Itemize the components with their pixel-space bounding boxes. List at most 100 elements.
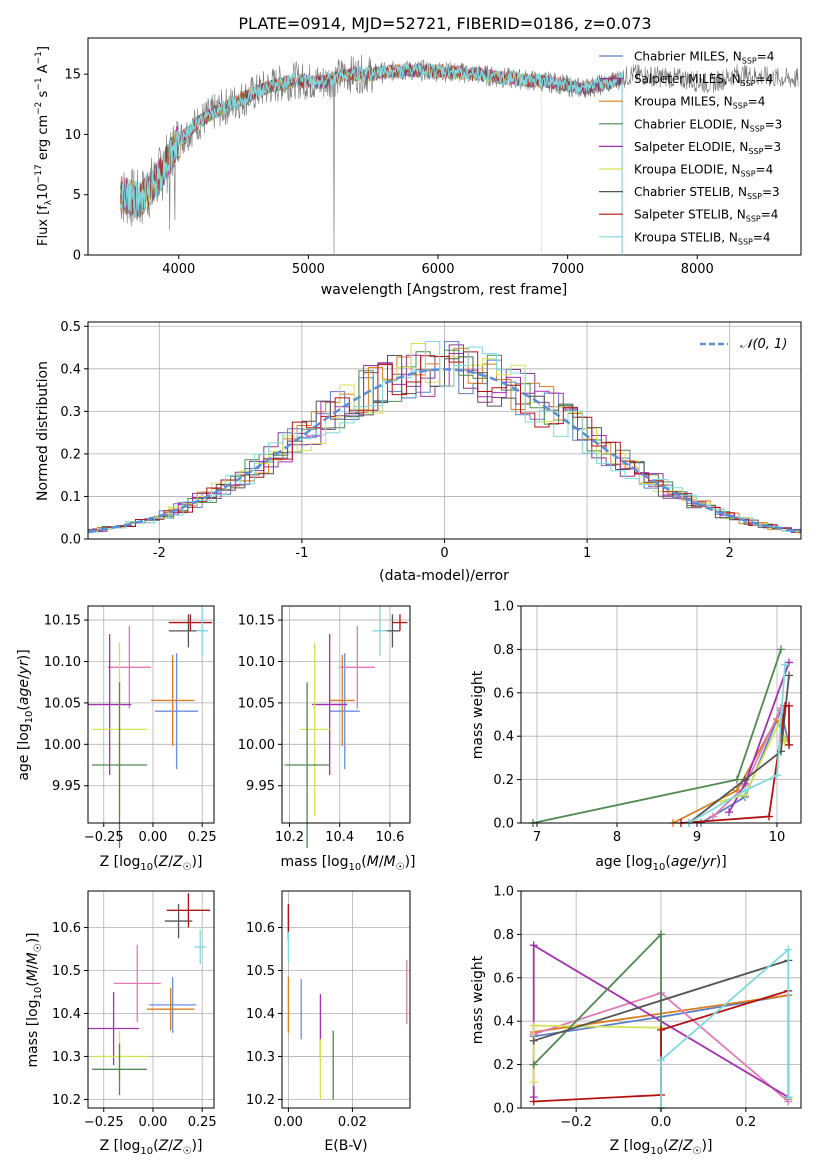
x-tick-label: 0.25	[188, 1115, 217, 1130]
y-tick-label: 10.05	[238, 696, 275, 711]
age-vs-mass-xlabel: mass [log10(M/M☉)]	[280, 854, 415, 873]
mass-weight-vs-age-panel: 7 8 9 10 0.0 0.2 0.4 0.6 0.8 1.0 age [log10(age/y…	[470, 600, 802, 873]
y-tick-label: 0.6	[493, 971, 514, 986]
y-tick-label: 15	[64, 68, 81, 83]
mass-weight-vs-age-ticks: 7 8 9 10 0.0 0.2 0.4 0.6 0.8 1.0	[493, 600, 785, 846]
age-vs-mass-panel: 10.2 10.4 10.6 9.95 10.00 10.05 10.10 10.15 mas…	[238, 605, 416, 873]
residual-histogram	[88, 351, 801, 532]
mass-weight-vs-age-xlabel: age [log10(age/yr)]	[595, 854, 726, 873]
mass-weight-marker	[773, 771, 781, 780]
y-tick-label: 10.4	[52, 1007, 81, 1022]
error-bar-point	[154, 653, 199, 770]
mass-weight-marker	[657, 1056, 665, 1065]
y-tick-label: 10.3	[52, 1050, 81, 1065]
mass-weight-marker	[529, 1097, 538, 1106]
x-tick-label: −0.25	[84, 1115, 124, 1130]
model-spectrum-line	[119, 62, 623, 255]
mass-weight-marker	[733, 775, 741, 784]
mass-weight-line	[660, 947, 790, 1108]
mass-weight-marker	[529, 1077, 538, 1086]
mass-vs-Z-panel: −0.25 0.00 0.25 10.2 10.3 10.4 10.5 10.6 Z [log…	[25, 890, 217, 1157]
mass-weight-vs-age-ylabel: mass weight	[470, 670, 486, 759]
y-tick-label: 0.2	[60, 447, 81, 462]
mass-vs-EBV-ticks: 0.00 0.02 10.2 10.3 10.4 10.5 10.6	[246, 921, 367, 1130]
y-tick-label: 10.00	[44, 738, 81, 753]
mass-weight-marker	[725, 808, 733, 817]
error-bar-point	[168, 614, 213, 631]
y-tick-label: 10.4	[246, 1007, 275, 1022]
x-tick-label: 8000	[681, 262, 714, 277]
mass-weight-line	[688, 675, 790, 824]
y-tick-label: 0.0	[60, 533, 81, 548]
y-tick-label: 0.1	[60, 490, 81, 505]
legend-entry: Kroupa MILES, NSSP=4	[634, 95, 765, 111]
mass-weight-line	[688, 664, 786, 824]
mass-weight-vs-Z-plot	[529, 930, 793, 1112]
y-tick-label: 10.15	[238, 614, 275, 629]
spectrum-ticks: 4000 5000 6000 7000 8000 0 5 10 15	[64, 68, 713, 277]
y-tick-label: 0.4	[493, 1015, 514, 1030]
mass-weight-marker	[741, 786, 749, 795]
mass-vs-Z-frame	[87, 890, 215, 1109]
y-tick-label: 1.0	[493, 600, 514, 615]
mass-weight-vs-age-frame	[520, 605, 802, 824]
y-tick-label: 0	[73, 249, 81, 264]
y-tick-label: 10.6	[246, 921, 275, 936]
mass-weight-marker	[529, 941, 538, 950]
y-tick-label: 0.4	[60, 362, 81, 377]
spectrum-xlabel: wavelength [Angstrom, rest frame]	[321, 282, 567, 298]
y-tick-label: 1.0	[493, 885, 514, 900]
error-bar-point	[151, 654, 195, 746]
spectrum-frame	[87, 37, 802, 256]
error-bar-point	[91, 682, 148, 848]
mass-vs-EBV-plot	[287, 903, 408, 1100]
error-bar-point	[194, 929, 207, 965]
age-vs-Z-xlabel: Z [log10(Z/Z☉)]	[100, 854, 203, 873]
y-tick-label: 9.95	[246, 779, 275, 794]
spectrum-plot	[119, 54, 799, 256]
residual-histogram	[88, 355, 801, 531]
y-tick-label: 0.2	[493, 773, 514, 788]
residuals-ticks: -2 -1 0 1 2 0.0 0.1 0.2 0.3 0.4 0.5	[60, 320, 734, 561]
y-tick-label: 0.6	[493, 686, 514, 701]
error-bar-point	[372, 606, 388, 656]
age-vs-mass-ticks: 10.2 10.4 10.6 9.95 10.00 10.05 10.10 10.15	[238, 614, 405, 845]
legend-entry: Salpeter ELODIE, NSSP=3	[634, 140, 781, 156]
mass-weight-vs-age-plot	[529, 645, 793, 827]
mass-weight-marker	[781, 660, 789, 669]
x-tick-label: 0.02	[338, 1115, 367, 1130]
age-vs-Z-plot	[88, 606, 213, 848]
x-tick-label: 0.00	[138, 830, 167, 845]
x-tick-label: 10.6	[375, 830, 404, 845]
mass-weight-vs-Z-panel: −0.2 0.0 0.2 0.0 0.2 0.4 0.6 0.8 1.0 Z [log10(Z/…	[470, 885, 802, 1157]
y-tick-label: 0.0	[493, 817, 514, 832]
y-tick-label: 0.5	[60, 320, 81, 335]
age-vs-mass-plot	[284, 606, 408, 848]
spectrum-legend: Chabrier MILES, NSSP=4 Salpeter MILES, NS…	[599, 50, 782, 246]
x-tick-label: -1	[295, 546, 308, 561]
y-tick-label: 10.10	[44, 655, 81, 670]
mass-vs-Z-ticks: −0.25 0.00 0.25 10.2 10.3 10.4 10.5 10.6	[52, 921, 217, 1130]
x-tick-label: 9	[693, 830, 701, 845]
error-bar-point	[196, 606, 209, 656]
x-tick-label: -2	[153, 546, 166, 561]
normal-curve	[87, 368, 802, 533]
mass-weight-marker	[709, 812, 717, 821]
residuals-legend: 𝒩(0, 1)	[700, 337, 787, 352]
x-tick-label: 0.2	[736, 1115, 757, 1130]
error-bar-point	[329, 653, 360, 770]
error-bar-point	[339, 625, 375, 709]
x-tick-label: 6000	[421, 262, 454, 277]
x-tick-label: 2	[726, 546, 734, 561]
x-tick-label: 7	[533, 830, 541, 845]
legend-entry: Kroupa ELODIE, NSSP=4	[634, 163, 773, 179]
x-tick-label: 10.4	[325, 830, 354, 845]
x-tick-label: 0.00	[274, 1115, 303, 1130]
y-tick-label: 0.8	[493, 928, 514, 943]
y-tick-label: 10.10	[238, 655, 275, 670]
mass-weight-marker	[741, 775, 749, 784]
x-tick-label: 0	[440, 546, 448, 561]
y-tick-label: 0.0	[493, 1102, 514, 1117]
x-tick-label: −0.2	[560, 1115, 592, 1130]
